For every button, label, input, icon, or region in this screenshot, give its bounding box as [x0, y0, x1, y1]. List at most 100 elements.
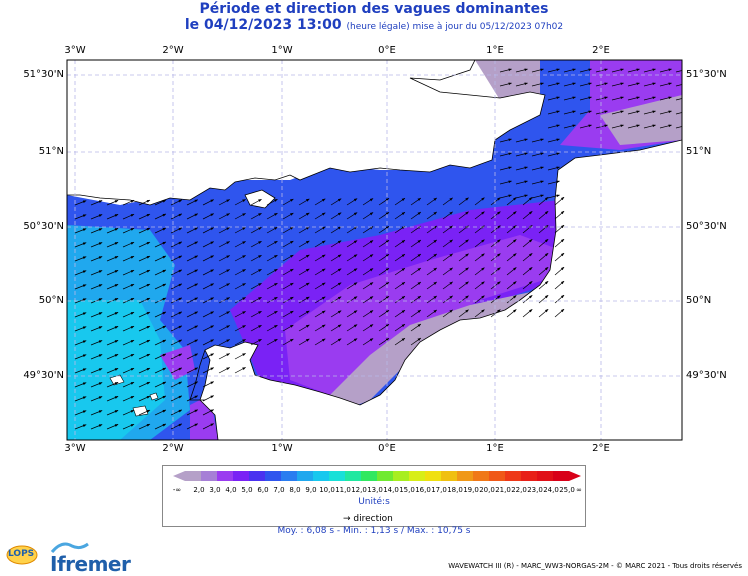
direction-arrow: [314, 226, 326, 234]
direction-arrow: [538, 238, 549, 248]
lat-tick-right: 50°N: [686, 295, 712, 306]
lat-tick-left: 50°30'N: [23, 221, 64, 232]
direction-arrow: [579, 124, 592, 129]
colorbar-segment: [537, 471, 553, 481]
direction-arrow: [186, 367, 199, 374]
direction-arrow: [611, 82, 624, 87]
direction-arrow: [154, 311, 167, 318]
direction-arrow: [547, 68, 560, 73]
lon-tick-bottom: 1°W: [271, 443, 293, 454]
direction-arrow: [282, 268, 294, 276]
direction-arrow: [346, 268, 358, 276]
direction-arrow: [531, 68, 544, 73]
direction-arrow: [378, 324, 390, 332]
direction-arrow: [563, 96, 576, 101]
direction-arrow: [595, 110, 608, 115]
unit-label: Unité:s: [358, 497, 390, 507]
direction-arrow: [122, 255, 135, 262]
direction-arrow: [346, 324, 358, 332]
direction-arrow: [266, 254, 278, 262]
direction-arrow: [362, 310, 374, 318]
direction-arrow: [202, 241, 215, 248]
colorbar-segment: [313, 471, 329, 481]
colorbar-label: 6,0: [257, 486, 269, 494]
colorbar-label: 23,0: [527, 486, 543, 494]
direction-arrow: [522, 239, 533, 248]
colorbar-segment: [185, 471, 201, 481]
direction-arrow: [106, 256, 119, 262]
direction-arrow: [154, 325, 167, 332]
direction-arrow: [154, 241, 167, 248]
direction-arrow: [659, 96, 672, 101]
direction-arrow: [474, 253, 485, 262]
direction-arrow: [218, 269, 230, 276]
direction-arrow: [410, 295, 422, 304]
direction-arrow: [554, 266, 565, 276]
colorbar-label: 19,0: [463, 486, 479, 494]
direction-arrow: [515, 82, 528, 87]
direction-arrow: [154, 213, 167, 220]
colorbar-segment: [345, 471, 361, 481]
direction-arrow: [330, 338, 342, 346]
direction-arrow: [298, 310, 310, 318]
direction-arrow: [250, 324, 262, 332]
direction-arrow: [458, 309, 469, 318]
direction-arrow: [202, 423, 215, 430]
ifremer-wave-icon: [50, 542, 89, 553]
direction-arrow: [106, 200, 119, 206]
colorbar-segment: [441, 471, 457, 481]
direction-arrow: [202, 353, 215, 360]
direction-arrow: [538, 196, 549, 206]
direction-arrow: [554, 294, 565, 304]
direction-arrow: [90, 326, 103, 332]
direction-arrow: [547, 180, 560, 185]
direction-arrow: [74, 382, 87, 388]
direction-arrow: [74, 326, 87, 332]
direction-arrow: [515, 180, 528, 185]
lon-tick-bottom: 3°W: [64, 443, 86, 454]
direction-arrow: [426, 253, 438, 262]
direction-arrow: [234, 339, 246, 346]
direction-arrow: [330, 296, 342, 304]
direction-arrow: [522, 267, 533, 276]
direction-arrow: [346, 198, 358, 206]
direction-arrow: [186, 213, 199, 220]
direction-arrow: [595, 82, 608, 87]
direction-arrow: [186, 297, 199, 304]
direction-arrow: [474, 281, 485, 290]
direction-arrow: [170, 381, 183, 388]
direction-arrow: [659, 82, 672, 87]
direction-arrow: [330, 268, 342, 276]
direction-arrow: [330, 310, 342, 318]
direction-arrow: [266, 240, 278, 248]
colorbar-label: 25,0: [559, 486, 575, 494]
direction-arrow: [90, 340, 103, 346]
direction-arrow: [531, 82, 544, 87]
direction-arrow: [250, 226, 262, 234]
direction-arrow: [547, 138, 560, 143]
direction-arrow: [579, 96, 592, 101]
direction-arrow: [314, 324, 326, 332]
colorbar-label-max: ∞: [576, 486, 582, 494]
direction-arrow: [426, 295, 438, 304]
direction-arrow: [314, 296, 326, 304]
colorbar-segment: [201, 471, 217, 481]
direction-arrow: [410, 211, 422, 220]
direction-arrow: [106, 312, 119, 318]
direction-arrow: [106, 340, 119, 346]
colorbar-segment: [361, 471, 377, 481]
direction-arrow: [186, 255, 199, 262]
direction-arrow: [554, 210, 565, 220]
direction-arrow: [170, 241, 183, 248]
direction-arrow: [490, 225, 501, 234]
direction-arrow: [595, 96, 608, 101]
direction-arrow: [490, 281, 501, 290]
direction-arrow: [186, 283, 199, 290]
direction-arrow: [170, 269, 183, 276]
direction-arrow: [362, 198, 374, 206]
direction-arrow: [659, 110, 672, 115]
direction-arrow: [138, 353, 151, 360]
direction-arrow: [499, 152, 512, 157]
direction-arrow: [106, 326, 119, 332]
